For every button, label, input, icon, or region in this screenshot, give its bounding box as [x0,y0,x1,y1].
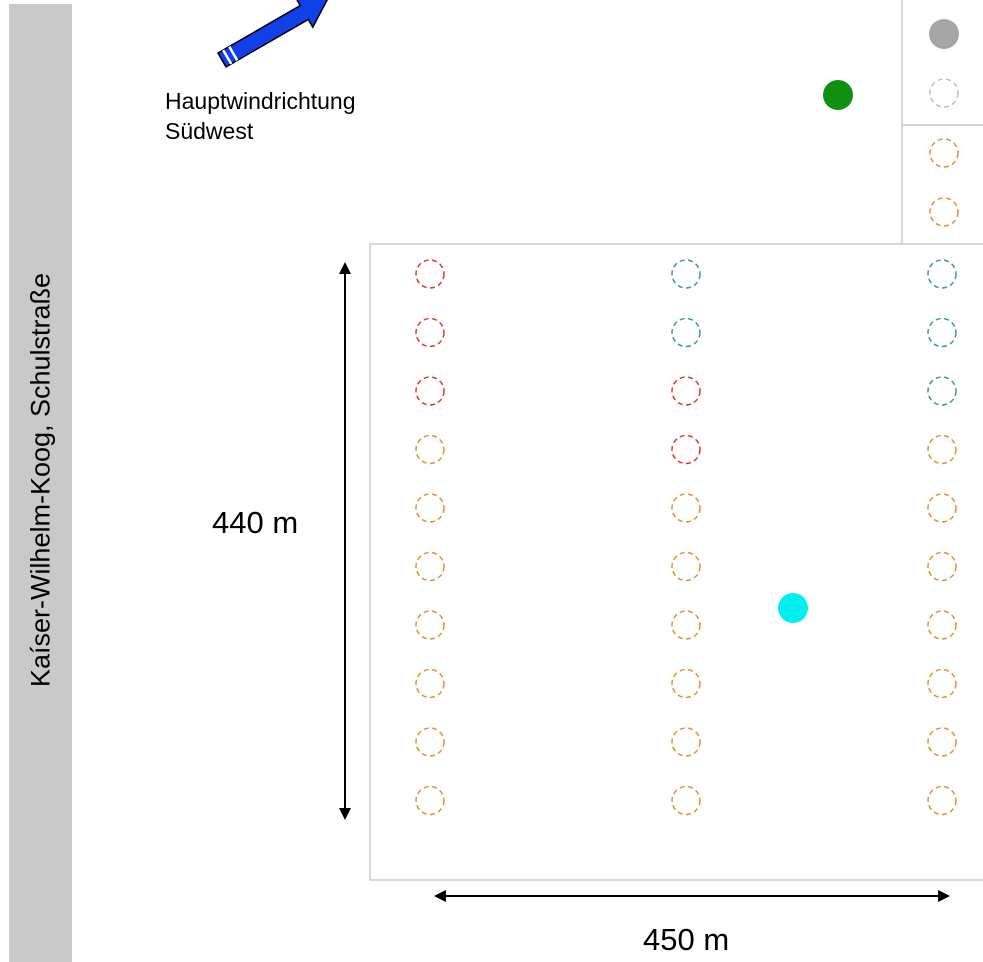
plot-circle [672,260,700,288]
plot-circle [928,787,956,815]
plot-circle [928,728,956,756]
plot-circle [928,260,956,288]
plot-circle [416,553,444,581]
height-dimension-label: 440 m [212,505,298,541]
plot-circle [672,436,700,464]
legend-circle [930,139,958,167]
plot-circle [928,611,956,639]
plot-circle [672,787,700,815]
plot-circle [416,494,444,522]
wind-direction-arrow-icon [214,0,337,75]
wind-label-line2: Südwest [165,116,356,146]
plot-circle [928,436,956,464]
plot-circle [928,494,956,522]
legend-circle [929,19,959,49]
plot-circle [416,319,444,347]
plot-circle [416,611,444,639]
legend-circle [930,198,958,226]
plot-circle [672,553,700,581]
plot-circle [416,670,444,698]
plot-circle [672,319,700,347]
width-dimension-label: 450 m [643,922,729,958]
legend-circle [930,79,958,107]
cyan-marker [778,593,808,623]
wind-direction-label: Hauptwindrichtung Südwest [165,86,356,146]
plot-circle [928,553,956,581]
plot-circle [416,728,444,756]
wind-label-line1: Hauptwindrichtung [165,86,356,116]
plot-circle [416,436,444,464]
plot-circle [416,377,444,405]
plot-circle [672,670,700,698]
plot-circle [672,377,700,405]
plot-circle [416,787,444,815]
plot-circle [416,260,444,288]
plot-circle [672,494,700,522]
plot-circle [672,728,700,756]
field-boundary [370,244,983,880]
plot-circle [928,377,956,405]
plot-circle [672,611,700,639]
green-marker [823,80,853,110]
plot-circle [928,319,956,347]
plot-circle [928,670,956,698]
